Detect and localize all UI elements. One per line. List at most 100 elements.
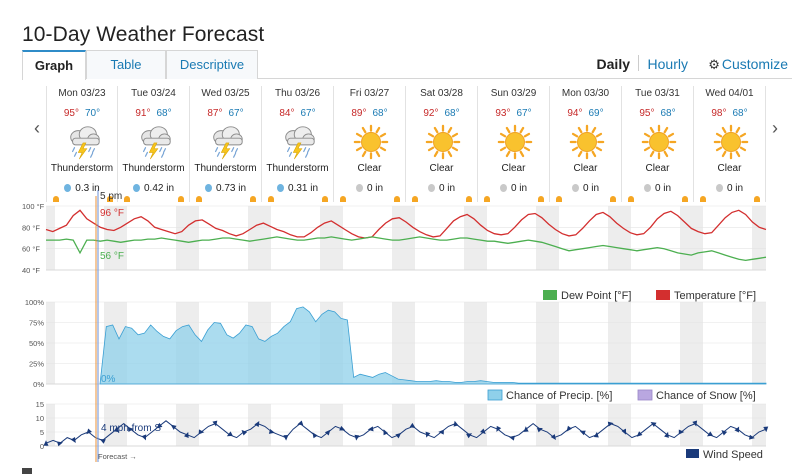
wind-arrow-icon: [496, 425, 502, 432]
page-title: 10-Day Weather Forecast: [22, 23, 265, 46]
wind-arrow-icon: [593, 431, 599, 438]
day-card[interactable]: Mon 03/23 95° 70° Thunderstorm 0.3 in: [46, 86, 118, 202]
raindrop-icon: [276, 184, 284, 192]
raindrop-icon: [355, 184, 363, 192]
wind-arrow-icon: [268, 428, 275, 434]
precip-value: 0 in: [510, 183, 528, 194]
wind-arrow-icon: [312, 432, 318, 439]
night-band: [478, 206, 487, 270]
wind-arrow-icon: [367, 426, 374, 432]
tab-descriptive[interactable]: Descriptive: [166, 50, 258, 79]
sunrise-icon: [412, 196, 418, 202]
hover-temperature-label: 96 °F: [100, 208, 124, 219]
day-label: Mon 03/30: [561, 88, 610, 99]
daily-toggle[interactable]: Daily: [596, 56, 630, 72]
day-card[interactable]: Sat 03/28 92° 68° Clear 0 in: [406, 86, 478, 202]
y-tick-label: 75%: [29, 319, 44, 328]
wind-arrow-icon: [734, 426, 740, 433]
tab-graph[interactable]: Graph: [22, 50, 86, 80]
condition-text: Thunderstorm: [122, 163, 185, 174]
toggle-divider: [638, 55, 639, 71]
day-temps: 94° 69°: [550, 108, 621, 119]
condition-text: Clear: [717, 163, 742, 174]
precip-value: 0 in: [726, 183, 744, 194]
wind-arrow-icon: [170, 424, 177, 430]
wind-arrow-icon: [57, 441, 63, 447]
day-card[interactable]: Tue 03/24 91° 68° Thunderstorm 0.42 in: [118, 86, 190, 202]
snow-legend-label: Chance of Snow [%]: [656, 390, 756, 402]
sunrise-icon: [628, 196, 634, 202]
y-tick-label: 100 °F: [22, 202, 45, 211]
next-days-arrow[interactable]: ›: [772, 118, 778, 138]
day-label: Tue 03/31: [635, 88, 680, 99]
precip-amount: 0.42 in: [118, 183, 189, 194]
y-tick-label: 0%: [33, 380, 44, 389]
day-label: Sat 03/28: [420, 88, 463, 99]
low-temp: 67°: [228, 108, 244, 119]
night-band: [550, 206, 559, 270]
day-card[interactable]: Sun 03/29 93° 67° Clear 0 in: [478, 86, 550, 202]
precip-legend-label: Chance of Precip. [%]: [506, 390, 612, 402]
precip-amount: 0 in: [334, 183, 405, 194]
sunrise-sunset-marks: [47, 196, 117, 202]
sunrise-sunset-marks: [478, 196, 549, 202]
day-card[interactable]: Mon 03/30 94° 69° Clear 0 in: [550, 86, 622, 202]
wind-arrow-icon: [508, 435, 515, 441]
day-card[interactable]: Wed 03/25 87° 67° Thunderstorm 0.73 in: [190, 86, 262, 202]
sun-icon: [640, 123, 678, 161]
day-temps: 92° 68°: [406, 108, 477, 119]
day-label: Sun 03/29: [490, 88, 537, 99]
thunderstorm-icon: [65, 123, 103, 161]
day-card[interactable]: Wed 04/01 98° 68° Clear 0 in: [694, 86, 766, 202]
snow-legend-swatch: [637, 389, 653, 401]
y-tick-label: 25%: [29, 360, 44, 369]
night-band: [46, 404, 55, 446]
raindrop-icon: [715, 184, 723, 192]
day-card[interactable]: Fri 03/27 89° 68° Clear 0 in: [334, 86, 406, 202]
y-tick-label: 50%: [29, 339, 44, 348]
wind-arrow-icon: [339, 425, 346, 431]
wind-arrow-icon: [438, 429, 444, 435]
sun-icon: [424, 123, 462, 161]
y-tick-label: 0: [40, 442, 44, 451]
wind-arrow-icon: [43, 440, 49, 446]
day-card[interactable]: Thu 03/26 84° 67° Thunderstorm 0.31 in: [262, 86, 334, 202]
low-temp: 68°: [372, 108, 388, 119]
wind-arrow-icon: [706, 431, 713, 437]
customize-button[interactable]: ⚙ Customize: [708, 56, 788, 73]
sunrise-sunset-marks: [406, 196, 477, 202]
high-temp: 98°: [711, 108, 727, 119]
night-band: [392, 206, 406, 270]
day-label: Wed 03/25: [201, 88, 250, 99]
dew-point-legend-swatch: [543, 290, 557, 300]
wind-arrow-icon: [523, 426, 529, 432]
wind-arrow-icon: [156, 422, 163, 429]
wind-arrow-icon: [566, 425, 572, 432]
raindrop-icon: [571, 184, 579, 192]
sunrise-icon: [700, 196, 706, 202]
sunrise-icon: [556, 196, 562, 202]
temperature-line: [45, 209, 767, 239]
precip-value: 0 in: [438, 183, 456, 194]
condition-text: Thunderstorm: [50, 163, 114, 174]
condition-text: Clear: [429, 163, 454, 174]
sun-icon: [568, 123, 606, 161]
low-temp: 68°: [660, 108, 676, 119]
wind-arrow-icon: [99, 439, 106, 444]
hourly-toggle[interactable]: Hourly: [647, 56, 688, 72]
day-card[interactable]: Tue 03/31 95° 68° Clear 0 in: [622, 86, 694, 202]
night-band: [320, 404, 334, 446]
prev-days-arrow[interactable]: ‹: [34, 118, 40, 138]
sunset-icon: [466, 196, 472, 202]
sunset-icon: [178, 196, 184, 202]
night-band: [334, 404, 343, 446]
wind-arrow-icon: [254, 421, 260, 428]
sunrise-sunset-marks: [694, 196, 765, 202]
high-temp: 91°: [135, 108, 151, 119]
gear-icon: ⚙: [708, 57, 720, 72]
condition-text: Clear: [645, 163, 670, 174]
precip-value: 0 in: [366, 183, 384, 194]
tab-table[interactable]: Table: [86, 50, 166, 79]
wind-arrow-icon: [354, 434, 360, 441]
